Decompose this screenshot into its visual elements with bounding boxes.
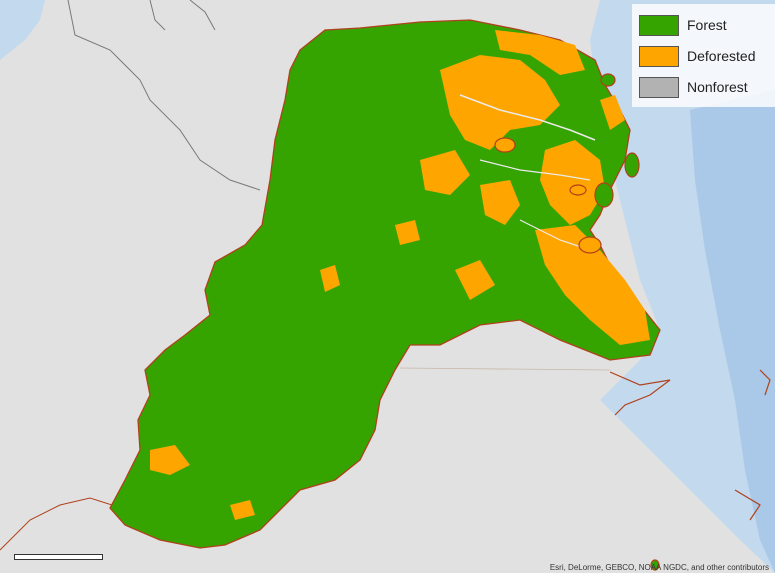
legend-swatch-nonforest (639, 76, 679, 98)
deforested-patch (440, 55, 560, 150)
deforested-patch (395, 220, 420, 245)
deforested-patch (150, 445, 190, 475)
legend-item-nonforest: Nonforest (639, 74, 748, 100)
admin-boundary (189, 0, 216, 31)
deforested-patch (495, 30, 585, 75)
admin-boundary (399, 367, 611, 371)
deforested-areas (150, 30, 650, 520)
island (600, 73, 616, 87)
coastal-islands (494, 73, 660, 571)
island (650, 559, 660, 571)
legend-item-deforested: Deforested (639, 43, 755, 69)
legend-label-nonforest: Nonforest (687, 79, 748, 95)
island (578, 236, 602, 254)
admin-boundary (0, 497, 113, 551)
river (459, 94, 596, 141)
coastal-boundary (759, 369, 771, 396)
coastal-boundary (734, 489, 761, 521)
island (624, 152, 640, 178)
legend-label-forest: Forest (687, 17, 727, 33)
legend-label-deforested: Deforested (687, 48, 756, 64)
deforested-patch (535, 225, 650, 345)
map-legend: Forest Deforested Nonforest (632, 4, 775, 107)
admin-boundary (67, 0, 261, 191)
coastal-boundary (609, 371, 671, 416)
deforested-patch (480, 180, 520, 225)
sea-area-top-left (0, 0, 45, 60)
island (594, 182, 614, 208)
deforested-patch (320, 265, 340, 292)
deforested-patch (230, 500, 255, 520)
deforested-patch (455, 260, 495, 300)
map-attribution: Esri, DeLorme, GEBCO, NOAA NGDC, and oth… (549, 563, 769, 572)
forest-region[interactable] (109, 19, 661, 549)
island (569, 184, 587, 196)
legend-item-forest: Forest (639, 12, 727, 38)
deforested-patch (540, 140, 605, 225)
deforested-patch (420, 150, 470, 195)
legend-swatch-forest (639, 14, 679, 36)
scale-bar (14, 554, 103, 560)
island (494, 137, 516, 153)
admin-boundary (149, 0, 166, 31)
deforested-patch (600, 95, 625, 130)
river (479, 159, 591, 181)
legend-swatch-deforested (639, 45, 679, 67)
deep-sea-area (690, 90, 775, 573)
